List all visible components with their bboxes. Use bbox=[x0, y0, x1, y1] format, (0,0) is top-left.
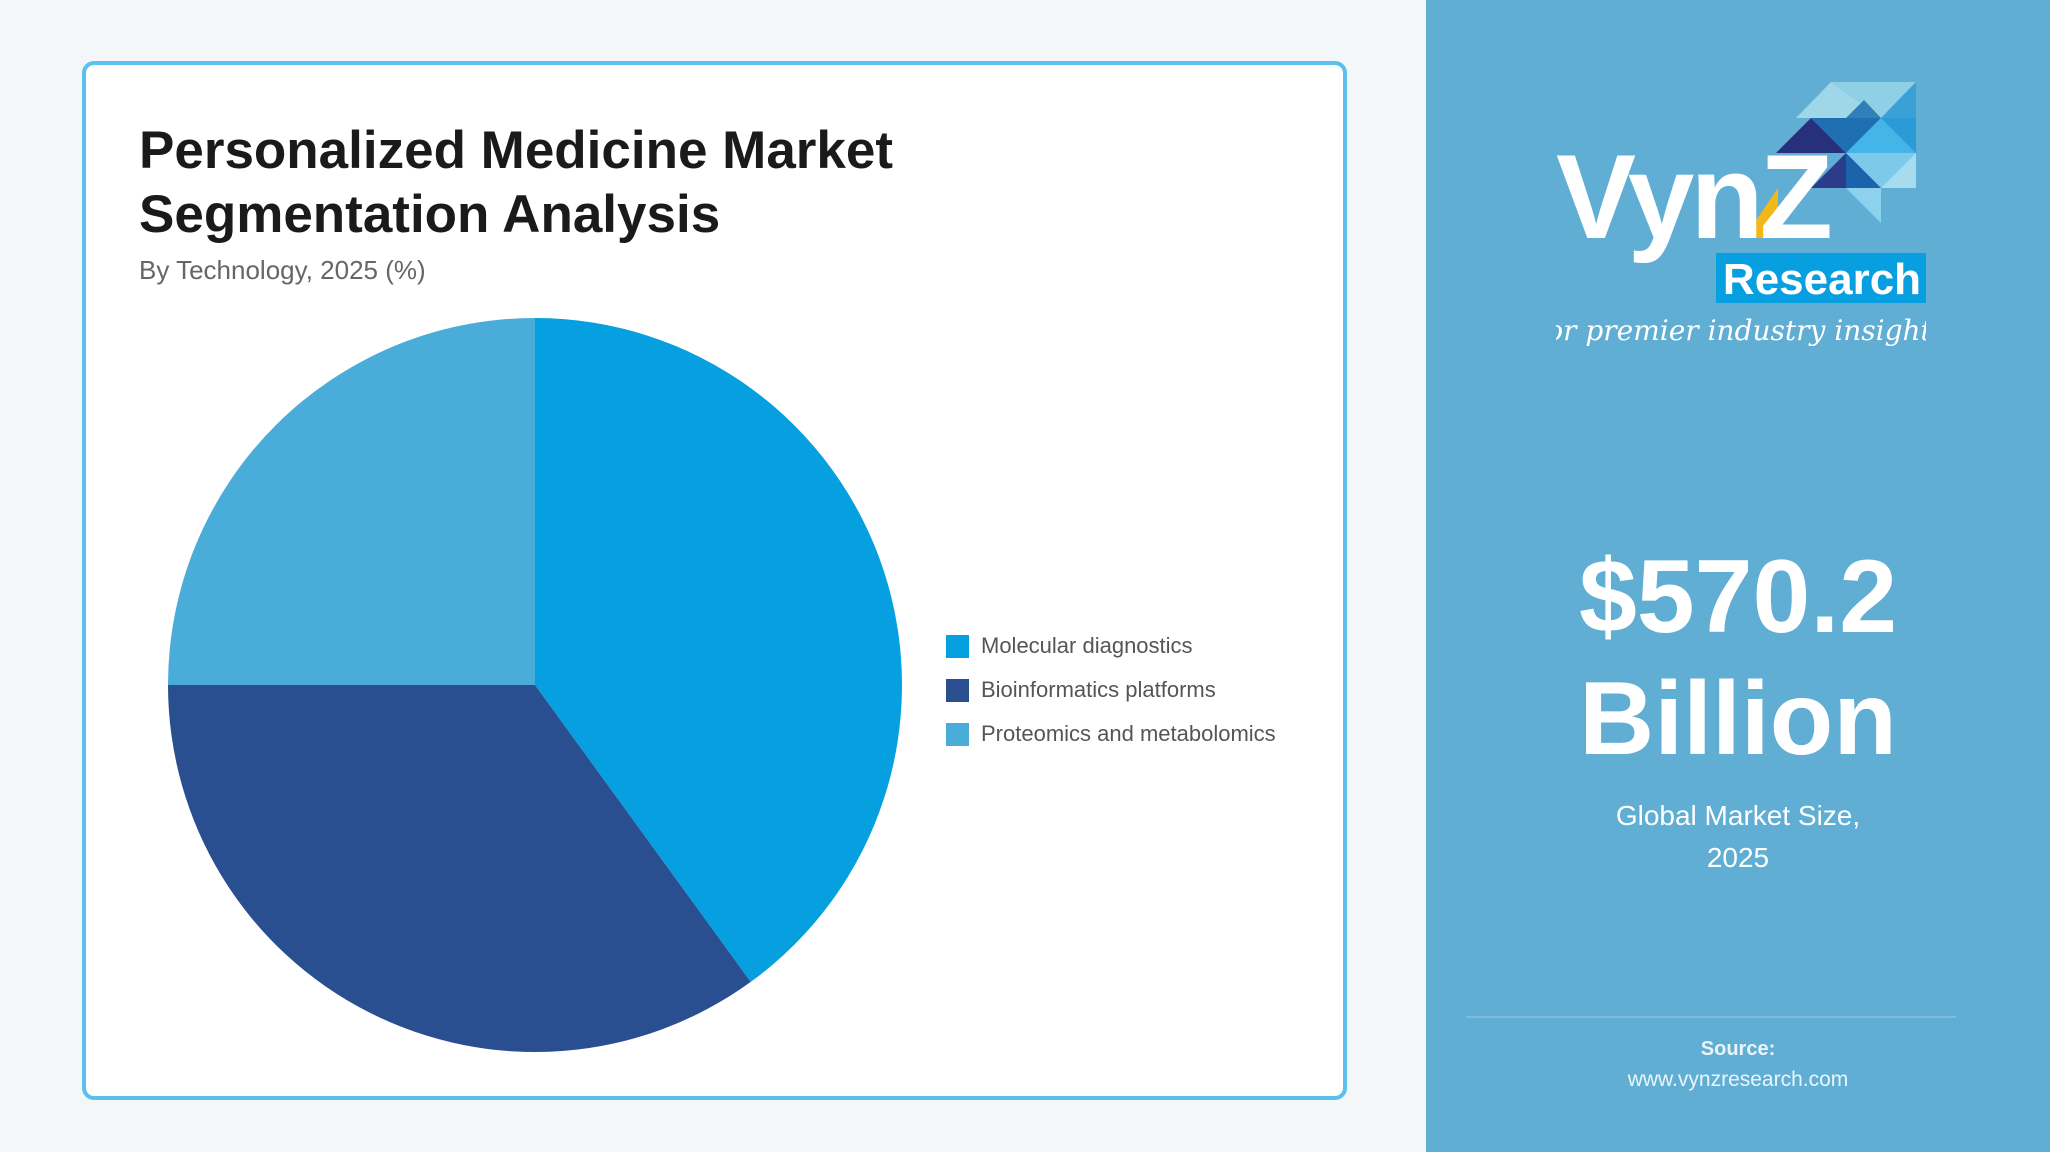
svg-text:Research: Research bbox=[1723, 255, 1921, 304]
pie-slice-molecular-diagnostics bbox=[535, 318, 902, 982]
summary-panel: VynZ Research for premier industry insig… bbox=[1426, 0, 2050, 1152]
logo-accent-icon bbox=[1744, 188, 1778, 238]
chart-legend: Molecular diagnostics Bioinformatics pla… bbox=[946, 624, 1276, 756]
legend-item-molecular-diagnostics: Molecular diagnostics bbox=[946, 624, 1276, 668]
svg-text:for premier industry insights: for premier industry insights bbox=[1556, 314, 1926, 347]
caption-line-1: Global Market Size, bbox=[1615, 800, 1861, 831]
pie-slice-proteomics-and-metabolomics bbox=[167, 318, 535, 685]
legend-label: Bioinformatics platforms bbox=[981, 677, 1216, 702]
legend-swatch bbox=[946, 678, 969, 702]
source-label: Source: bbox=[1700, 1038, 1776, 1060]
source-url[interactable]: www.vynzresearch.com bbox=[1627, 1068, 1849, 1091]
pie-slice-bioinformatics-platforms bbox=[168, 685, 751, 1052]
market-size-value: $570.2 Billion bbox=[1426, 536, 2050, 780]
legend-label: Molecular diagnostics bbox=[981, 633, 1193, 658]
caption-line-2: 2025 bbox=[1706, 842, 1770, 873]
vynz-research-logo: VynZ Research for premier industry insig… bbox=[1556, 82, 1926, 347]
panel-divider bbox=[1466, 1016, 1956, 1018]
market-size-unit: Billion bbox=[1579, 661, 1897, 777]
legend-swatch bbox=[946, 634, 969, 658]
legend-item-bioinformatics-platforms: Bioinformatics platforms bbox=[946, 668, 1276, 712]
pie-chart bbox=[167, 318, 902, 1052]
market-size-caption: Global Market Size, 2025 bbox=[1426, 795, 2050, 879]
market-size-amount: $570.2 bbox=[1578, 539, 1898, 655]
chart-subtitle: By Technology, 2025 (%) bbox=[139, 255, 426, 285]
legend-item-proteomics-metabolomics: Proteomics and metabolomics bbox=[946, 712, 1276, 756]
legend-label: Proteomics and metabolomics bbox=[981, 721, 1276, 746]
chart-card: Personalized Medicine Market Segmentatio… bbox=[82, 61, 1347, 1100]
legend-swatch bbox=[946, 722, 969, 746]
chart-title: Personalized Medicine Market Segmentatio… bbox=[139, 121, 894, 244]
svg-text:VynZ: VynZ bbox=[1556, 130, 1830, 264]
logo-mosaic-icon bbox=[1776, 82, 1916, 223]
